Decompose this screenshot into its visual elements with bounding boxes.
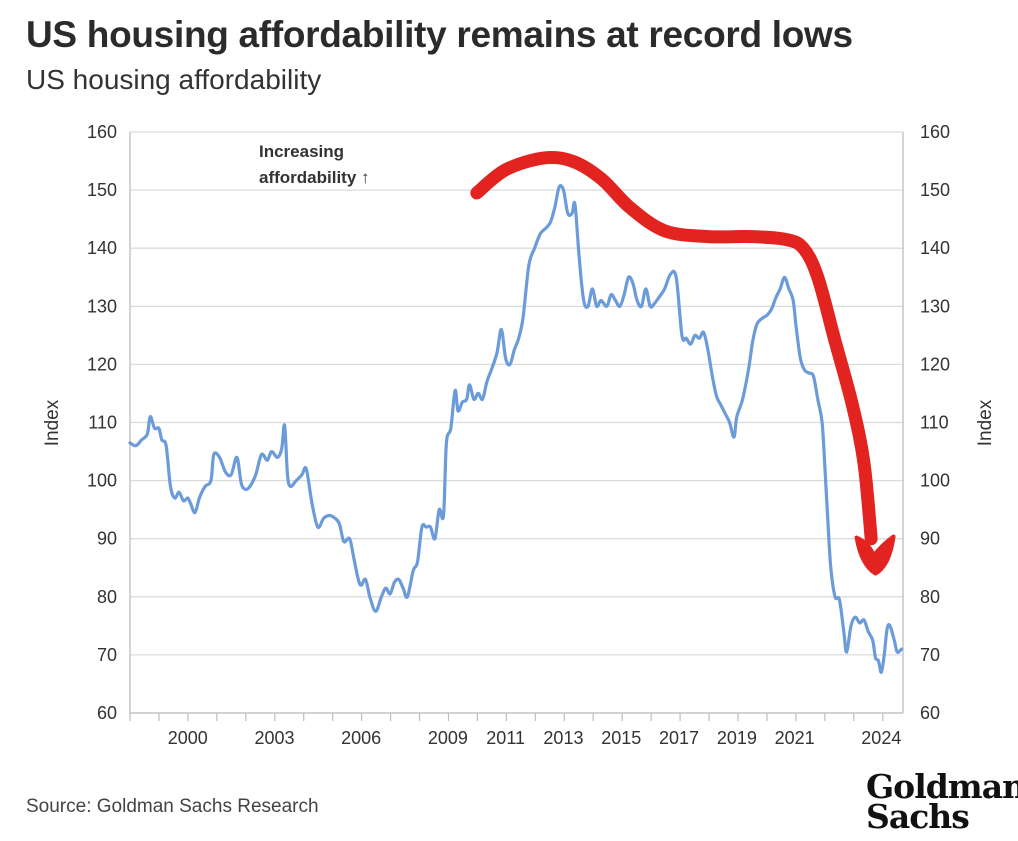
x-tick-label-2009: 2009 bbox=[428, 728, 468, 748]
y-tick-left-110: 110 bbox=[88, 413, 117, 433]
annotation-line-1: Increasing bbox=[259, 142, 344, 161]
y-tick-left-160: 160 bbox=[87, 122, 117, 142]
y-tick-right-120: 120 bbox=[920, 354, 950, 374]
y-tick-left-60: 60 bbox=[97, 703, 117, 723]
y-tick-left-80: 80 bbox=[97, 587, 117, 607]
red-arrow-overlay bbox=[470, 151, 878, 546]
y-tick-left-150: 150 bbox=[87, 180, 117, 200]
y-axis-right-ticks: 60 70 80 90 100 110 120 130 140 150 160 bbox=[920, 122, 950, 723]
chart-subtitle: US housing affordability bbox=[26, 64, 322, 95]
chart-title: US housing affordability remains at reco… bbox=[26, 14, 853, 55]
x-tick-label-2019: 2019 bbox=[717, 728, 757, 748]
y-tick-right-60: 60 bbox=[920, 703, 940, 723]
series-line-affordability bbox=[128, 184, 904, 674]
y-tick-left-90: 90 bbox=[97, 529, 117, 549]
goldman-sachs-logo: Goldman Sachs bbox=[866, 767, 1018, 836]
gridlines bbox=[130, 131, 903, 714]
y-axis-right-title: Index bbox=[975, 399, 996, 446]
x-tick-label-2015: 2015 bbox=[601, 728, 641, 748]
y-tick-left-100: 100 bbox=[87, 471, 117, 491]
logo-line-2: Sachs bbox=[866, 797, 970, 836]
y-tick-left-70: 70 bbox=[97, 645, 117, 665]
y-axis-left-ticks: 60 70 80 90 100 110 120 130 140 150 160 bbox=[87, 122, 117, 723]
y-tick-left-130: 130 bbox=[87, 296, 117, 316]
y-tick-right-100: 100 bbox=[920, 471, 950, 491]
x-tick-label-2017: 2017 bbox=[659, 728, 699, 748]
red-arrowhead-overlay bbox=[854, 534, 896, 576]
x-tick-label-2013: 2013 bbox=[543, 728, 583, 748]
logo-line-1: Goldman bbox=[866, 767, 1018, 806]
annotation-line-2: affordability ↑ bbox=[259, 168, 370, 187]
y-tick-right-160: 160 bbox=[920, 122, 950, 142]
y-tick-left-120: 120 bbox=[87, 354, 117, 374]
x-tick-label-2021: 2021 bbox=[775, 728, 815, 748]
x-tick-label-2024: 2024 bbox=[861, 728, 901, 748]
y-tick-right-80: 80 bbox=[920, 587, 940, 607]
y-tick-right-130: 130 bbox=[920, 296, 950, 316]
x-tick-label-2000: 2000 bbox=[168, 728, 208, 748]
x-tick-label-2003: 2003 bbox=[254, 728, 294, 748]
y-tick-right-90: 90 bbox=[920, 529, 940, 549]
source-note: Source: Goldman Sachs Research bbox=[26, 796, 319, 817]
x-tick-label-2006: 2006 bbox=[341, 728, 381, 748]
y-tick-right-150: 150 bbox=[920, 180, 950, 200]
x-tick-label-2011: 2011 bbox=[486, 728, 525, 748]
y-tick-right-140: 140 bbox=[920, 238, 950, 258]
x-axis-ticks: 2000 2003 2006 2009 2011 2013 2015 2017 2019 2021… bbox=[129, 713, 901, 748]
axes bbox=[129, 132, 904, 714]
y-tick-right-70: 70 bbox=[920, 645, 940, 665]
y-tick-right-110: 110 bbox=[920, 413, 949, 433]
y-axis-left-title: Index bbox=[42, 399, 63, 446]
y-tick-left-140: 140 bbox=[87, 238, 117, 258]
